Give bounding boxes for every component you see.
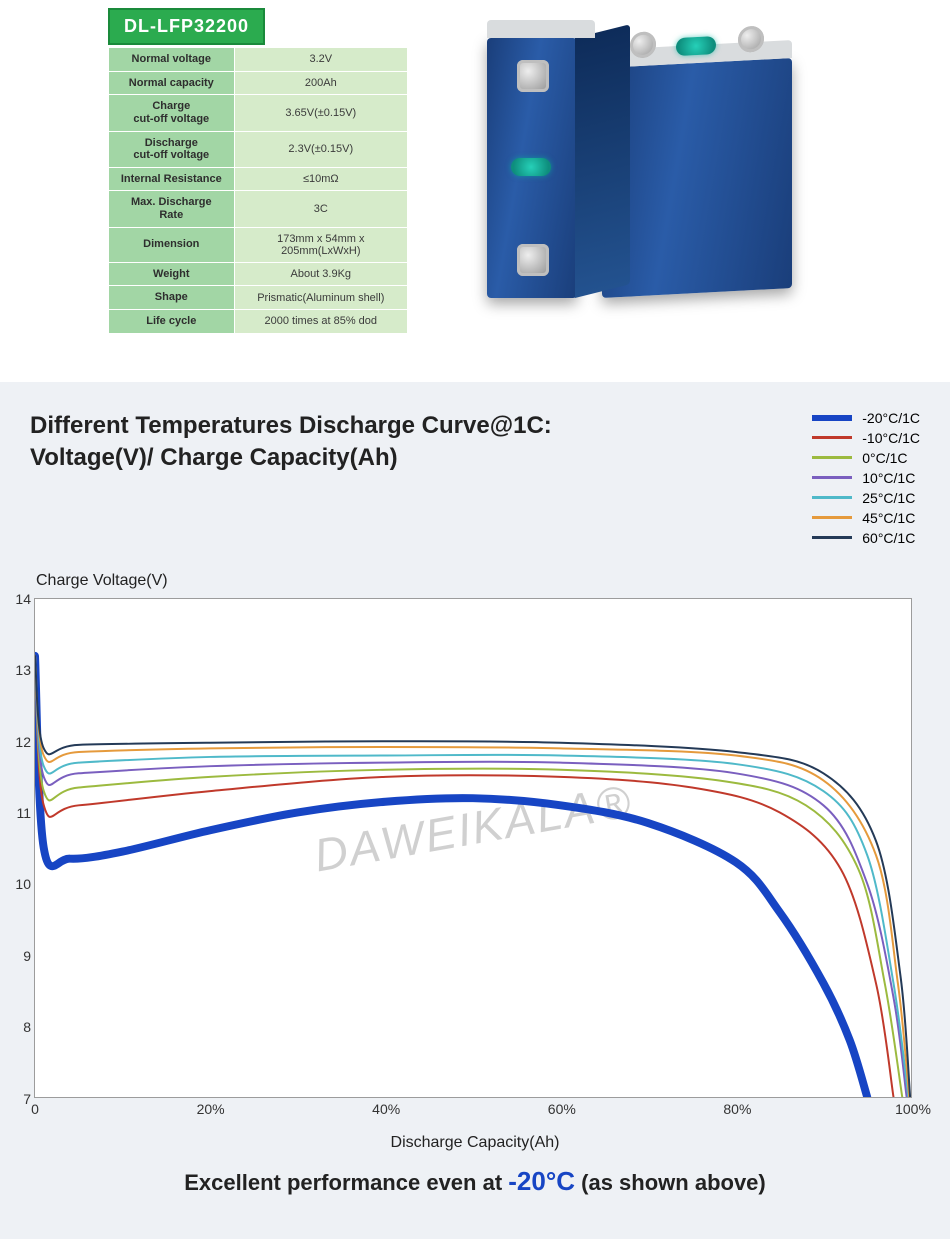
- series-line: [35, 656, 902, 1097]
- led-icon: [676, 36, 716, 56]
- spec-key: Max. DischargeRate: [109, 191, 235, 227]
- spec-row: Normal voltage3.2V: [109, 48, 408, 72]
- spec-row: Internal Resistance≤10mΩ: [109, 167, 408, 191]
- spec-key: Shape: [109, 286, 235, 310]
- legend-item: 60°C/1C: [812, 530, 920, 546]
- y-tick: 13: [15, 662, 31, 678]
- legend-item: 0°C/1C: [812, 450, 920, 466]
- legend-label: 60°C/1C: [862, 530, 915, 546]
- series-line: [35, 656, 867, 1097]
- chart-footer: Excellent performance even at -20°C (as …: [30, 1166, 920, 1197]
- y-axis-label: Charge Voltage(V): [36, 572, 920, 590]
- x-axis-label: Discharge Capacity(Ah): [30, 1134, 920, 1152]
- legend-item: -20°C/1C: [812, 410, 920, 426]
- spec-value: 173mm x 54mm x 205mm(LxWxH): [234, 227, 407, 262]
- spec-value: 2000 times at 85% dod: [234, 310, 407, 334]
- battery-cell-back: [602, 58, 792, 298]
- model-badge: DL-LFP32200: [108, 8, 265, 45]
- spec-value: 2.3V(±0.15V): [234, 131, 407, 167]
- spec-table: Normal voltage3.2VNormal capacity200AhCh…: [108, 47, 408, 334]
- legend-swatch: [812, 456, 852, 459]
- x-tick: 40%: [372, 1101, 400, 1117]
- chart-title: Different Temperatures Discharge Curve@1…: [30, 410, 552, 475]
- chart-curves: [35, 599, 911, 1097]
- spec-value: 3.65V(±0.15V): [234, 95, 407, 131]
- terminal-icon: [517, 60, 549, 92]
- series-line: [35, 656, 908, 1097]
- x-tick: 20%: [197, 1101, 225, 1117]
- legend-item: 10°C/1C: [812, 470, 920, 486]
- legend-label: 45°C/1C: [862, 510, 915, 526]
- spec-row: ShapePrismatic(Aluminum shell): [109, 286, 408, 310]
- legend-label: -10°C/1C: [862, 430, 920, 446]
- battery-cell-front: [487, 38, 577, 298]
- terminal-icon: [517, 244, 549, 276]
- legend-item: 45°C/1C: [812, 510, 920, 526]
- legend-label: 0°C/1C: [862, 450, 907, 466]
- spec-value: 3C: [234, 191, 407, 227]
- spec-row: Dimension173mm x 54mm x 205mm(LxWxH): [109, 227, 408, 262]
- spec-key: Dischargecut-off voltage: [109, 131, 235, 167]
- x-tick: 100%: [895, 1101, 931, 1117]
- spec-key: Normal voltage: [109, 48, 235, 72]
- legend-label: -20°C/1C: [862, 410, 920, 426]
- chart-legend: -20°C/1C -10°C/1C 0°C/1C 10°C/1C 25°C/1C 45°C…: [812, 410, 920, 550]
- spec-key: Dimension: [109, 227, 235, 262]
- spec-row: Max. DischargeRate3C: [109, 191, 408, 227]
- legend-swatch: [812, 496, 852, 499]
- y-ticks: 1413121110987: [1, 599, 31, 1097]
- spec-value: 200Ah: [234, 71, 407, 95]
- spec-row: WeightAbout 3.9Kg: [109, 262, 408, 286]
- series-line: [35, 656, 910, 1097]
- legend-item: -10°C/1C: [812, 430, 920, 446]
- legend-label: 10°C/1C: [862, 470, 915, 486]
- chart-title-line1: Different Temperatures Discharge Curve@1…: [30, 410, 552, 442]
- spec-row: Normal capacity200Ah: [109, 71, 408, 95]
- y-tick: 8: [23, 1019, 31, 1035]
- x-tick: 80%: [723, 1101, 751, 1117]
- chart-plot-area: 1413121110987 020%40%60%80%100% DAWEIKAL…: [34, 598, 912, 1098]
- spec-section: DL-LFP32200 Normal voltage3.2VNormal cap…: [0, 0, 950, 342]
- legend-swatch: [812, 516, 852, 519]
- y-tick: 7: [23, 1091, 31, 1107]
- spec-key: Chargecut-off voltage: [109, 95, 235, 131]
- x-tick: 0: [31, 1101, 39, 1117]
- chart-title-line2: Voltage(V)/ Charge Capacity(Ah): [30, 442, 552, 474]
- spec-key: Life cycle: [109, 310, 235, 334]
- legend-swatch: [812, 476, 852, 479]
- spec-key: Internal Resistance: [109, 167, 235, 191]
- led-icon: [511, 158, 551, 176]
- series-line: [35, 656, 907, 1097]
- spec-value: Prismatic(Aluminum shell): [234, 286, 407, 310]
- series-line: [35, 656, 909, 1097]
- series-line: [35, 656, 893, 1097]
- spec-row: Dischargecut-off voltage2.3V(±0.15V): [109, 131, 408, 167]
- x-tick: 60%: [548, 1101, 576, 1117]
- legend-swatch: [812, 536, 852, 539]
- y-tick: 14: [15, 591, 31, 607]
- y-tick: 11: [16, 805, 31, 821]
- footer-prefix: Excellent performance even at: [184, 1170, 508, 1195]
- legend-label: 25°C/1C: [862, 490, 915, 506]
- chart-panel: Different Temperatures Discharge Curve@1…: [0, 382, 950, 1239]
- spec-value: About 3.9Kg: [234, 262, 407, 286]
- legend-swatch: [812, 415, 852, 421]
- spec-value: ≤10mΩ: [234, 167, 407, 191]
- battery-illustration: [432, 8, 802, 308]
- legend-swatch: [812, 436, 852, 439]
- spec-key: Weight: [109, 262, 235, 286]
- footer-suffix: (as shown above): [575, 1170, 766, 1195]
- y-tick: 12: [15, 734, 31, 750]
- y-tick: 10: [15, 876, 31, 892]
- legend-item: 25°C/1C: [812, 490, 920, 506]
- spec-block: DL-LFP32200 Normal voltage3.2VNormal cap…: [108, 8, 408, 334]
- spec-key: Normal capacity: [109, 71, 235, 95]
- spec-value: 3.2V: [234, 48, 407, 72]
- spec-row: Life cycle2000 times at 85% dod: [109, 310, 408, 334]
- x-ticks: 020%40%60%80%100%: [35, 1101, 911, 1121]
- spec-row: Chargecut-off voltage3.65V(±0.15V): [109, 95, 408, 131]
- y-tick: 9: [23, 948, 31, 964]
- footer-cold: -20°C: [508, 1166, 575, 1196]
